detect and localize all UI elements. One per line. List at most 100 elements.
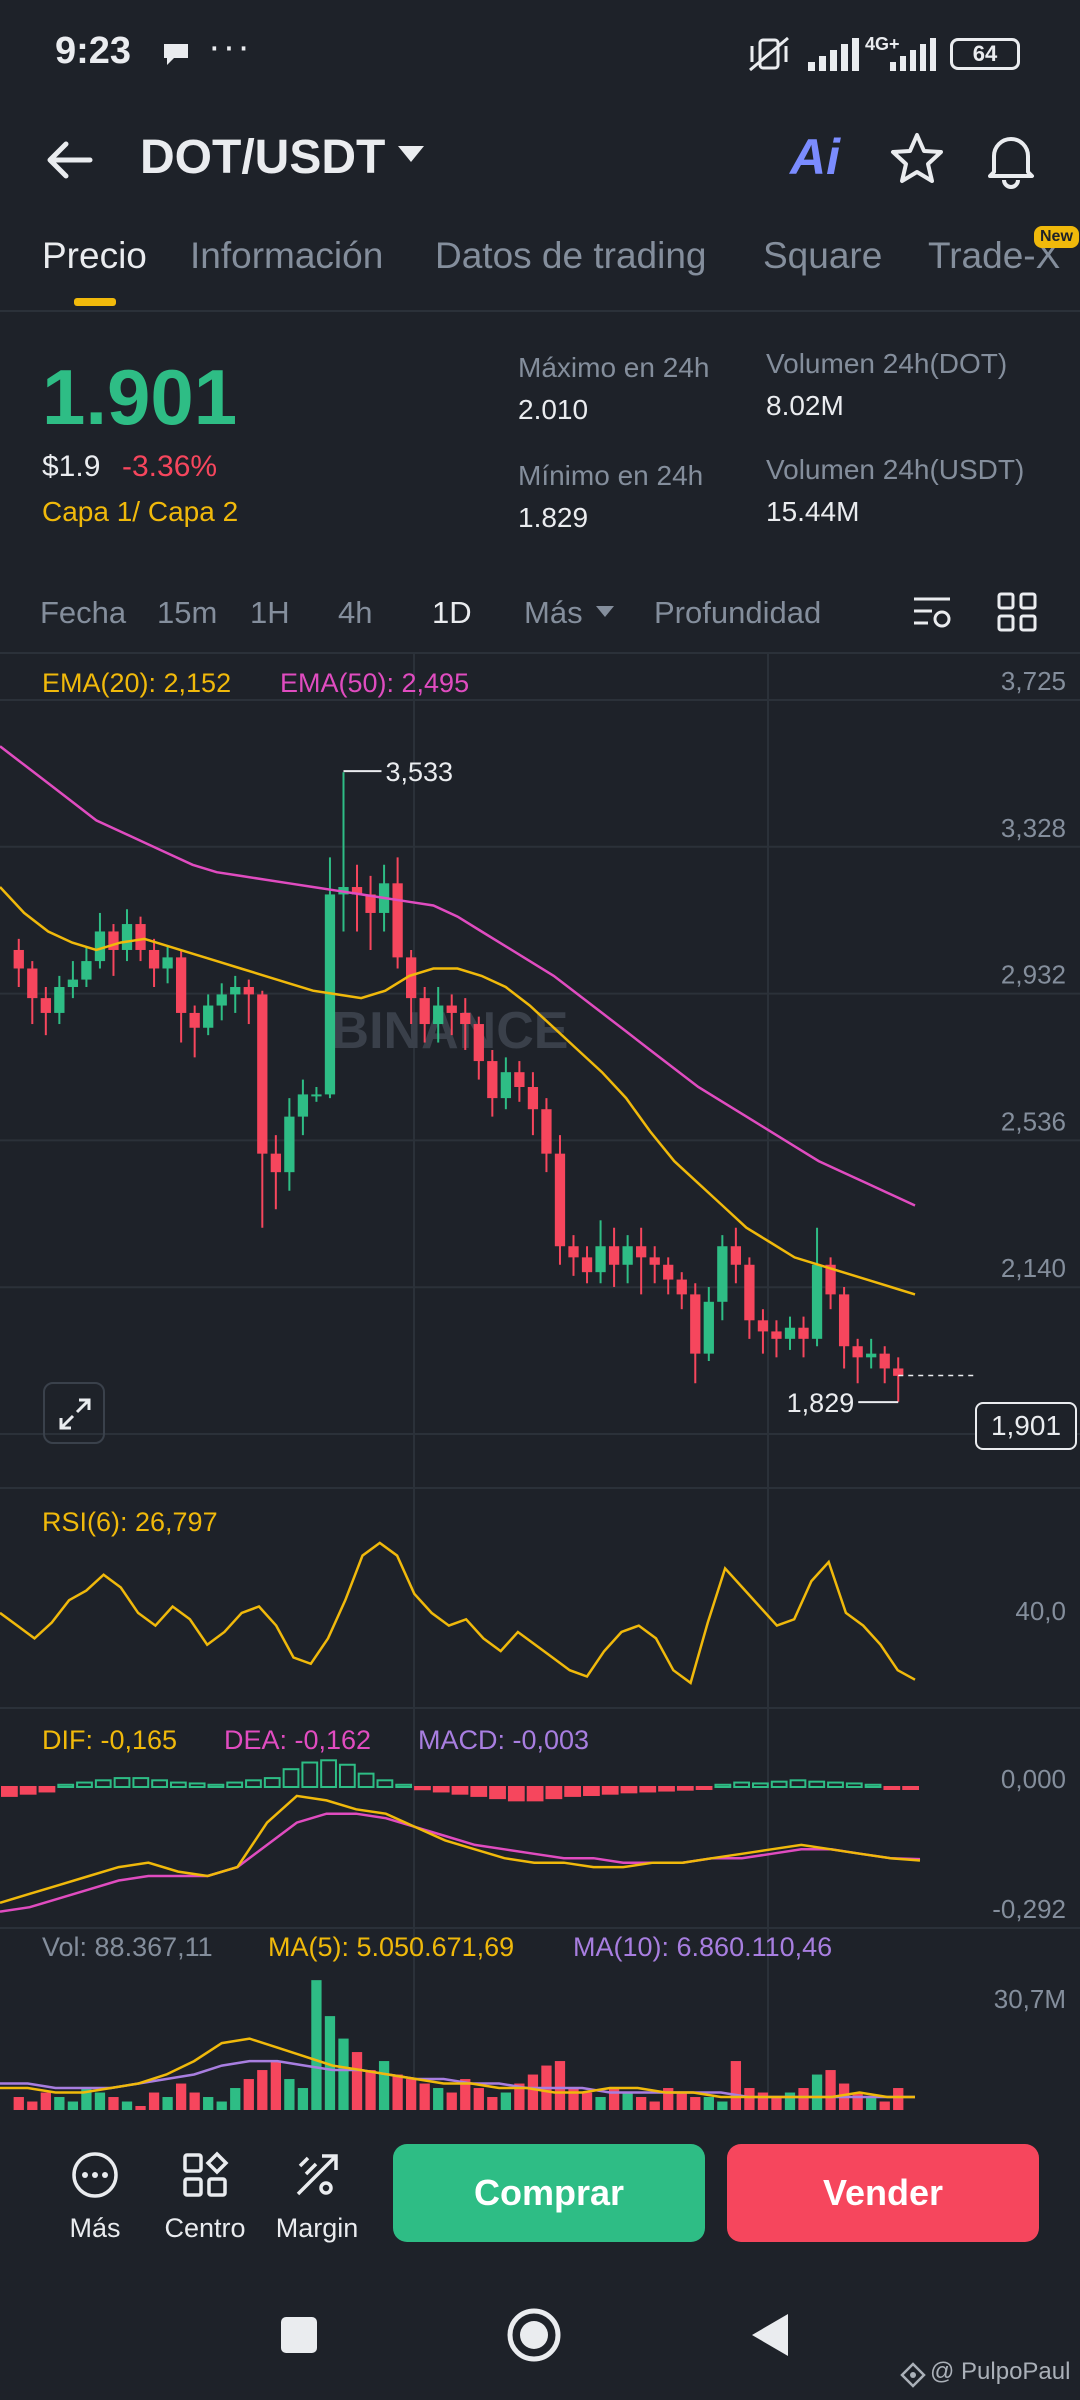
candle-body (527, 1086, 539, 1110)
tab-datos-trading[interactable]: Datos de trading (435, 235, 707, 276)
category-tags[interactable]: Capa 1/ Capa 2 (42, 496, 239, 527)
candle-body (135, 924, 146, 950)
macd-bar (1, 1786, 18, 1797)
volume-bar (230, 2088, 241, 2115)
tab-square[interactable]: Square (763, 235, 883, 276)
volume-bar (419, 2083, 430, 2115)
candle-body (811, 1264, 823, 1339)
volume-chart[interactable] (0, 1927, 1080, 2117)
star-icon[interactable] (888, 130, 946, 188)
candle-body (406, 957, 417, 999)
candle-body (744, 1264, 755, 1321)
macd-bar (545, 1786, 563, 1800)
back-arrow-icon[interactable] (40, 130, 100, 190)
usd-price: $1.9 (42, 450, 101, 483)
volume-bar (203, 2097, 214, 2115)
macd-bar (770, 1780, 788, 1788)
divider (0, 1927, 1080, 1929)
volume-bar (54, 2097, 65, 2115)
macd-bar (470, 1786, 488, 1797)
interval-1h[interactable]: 1H (250, 595, 290, 630)
volume-bar (703, 2097, 714, 2115)
fullscreen-button[interactable] (43, 1382, 105, 1444)
bell-icon[interactable] (982, 128, 1040, 190)
home-icon[interactable] (505, 2306, 563, 2364)
interval-fecha[interactable]: Fecha (40, 595, 127, 630)
candle-body (568, 1246, 579, 1258)
macd-bar (376, 1779, 394, 1788)
volume-bar (825, 2070, 836, 2115)
signal-strength-2-icon (890, 38, 936, 71)
price-change: -3.36% (122, 450, 218, 483)
interval-15m[interactable]: 15m (157, 595, 218, 630)
expand-icon (59, 1398, 91, 1430)
interval-mas[interactable]: Más (524, 595, 583, 630)
volume-bar (663, 2088, 674, 2115)
candle-body (838, 1294, 850, 1347)
candle-body (216, 994, 227, 1006)
macd-bar (263, 1777, 281, 1789)
center-button[interactable]: Centro (150, 2150, 260, 2244)
candle-body (203, 1005, 214, 1028)
recent-apps-icon[interactable] (278, 2314, 320, 2356)
active-tab-indicator (74, 298, 116, 306)
more-button[interactable]: Más (40, 2150, 150, 2244)
back-nav-icon[interactable] (748, 2310, 792, 2360)
macd-bar (601, 1786, 619, 1795)
chart-settings-icon[interactable] (910, 591, 954, 635)
candle-body (189, 1012, 200, 1028)
macd-chart[interactable] (0, 1707, 1080, 1927)
mute-vibrate-icon (749, 36, 789, 72)
volume-bar (568, 2088, 579, 2115)
chevron-down-icon[interactable] (398, 146, 424, 162)
divider (0, 652, 1080, 654)
sell-button[interactable]: Vender (727, 2144, 1039, 2242)
interval-profundidad[interactable]: Profundidad (654, 595, 822, 630)
candle-body (487, 1061, 498, 1099)
tab-informacion[interactable]: Información (190, 235, 384, 276)
pair-selector[interactable]: DOT/USDT (140, 131, 386, 184)
volume-bar (94, 2092, 106, 2115)
macd-dea-label: DEA: -0,162 (224, 1725, 372, 1755)
interval-1d[interactable]: 1D (432, 595, 472, 630)
chevron-down-icon[interactable] (596, 606, 614, 617)
divider (0, 1487, 1080, 1489)
buy-button[interactable]: Comprar (393, 2144, 705, 2242)
rsi-chart[interactable] (0, 1487, 1080, 1707)
macd-bar (695, 1786, 713, 1790)
macd-bar (864, 1783, 882, 1788)
tab-precio[interactable]: Precio (42, 235, 147, 276)
candle-body (162, 957, 173, 969)
chat-bubble-icon (164, 44, 188, 65)
candle-body (270, 1153, 281, 1173)
new-badge: New (1034, 226, 1079, 248)
volume-bar (473, 2088, 484, 2115)
interval-4h[interactable]: 4h (338, 595, 373, 630)
price-axis-label: 2,140 (1001, 1253, 1066, 1283)
macd-bar (489, 1786, 506, 1800)
volume-bar (284, 2079, 295, 2115)
volume-bar (866, 2097, 877, 2115)
price-axis-label: 2,536 (1001, 1106, 1066, 1136)
volume-bar (514, 2083, 525, 2115)
macd-bar (245, 1779, 262, 1788)
volume-bar (608, 2088, 620, 2115)
candle-body (730, 1246, 742, 1265)
layout-grid-icon[interactable] (996, 591, 1038, 633)
macd-bar (357, 1772, 375, 1789)
macd-bar (733, 1781, 751, 1788)
volume-bar (676, 2092, 687, 2115)
volume-bar (744, 2088, 755, 2115)
macd-bar (207, 1783, 225, 1788)
price-chart[interactable]: BINANCE3,5331,8293,7253,3282,9322,5362,1… (0, 652, 1080, 1487)
macd-bar (38, 1786, 56, 1793)
ai-assistant-button[interactable]: Ai (790, 129, 840, 185)
vol-axis-label: 30,7M (993, 1984, 1066, 2014)
macd-bar (301, 1761, 319, 1788)
high-24h-value: 2.010 (518, 394, 589, 425)
macd-bar (658, 1786, 675, 1792)
margin-button[interactable]: Margin (262, 2150, 372, 2244)
ema20-label: EMA(20): 2,152 (42, 668, 232, 698)
macd-bar (338, 1763, 356, 1788)
macd-bar (57, 1783, 75, 1788)
